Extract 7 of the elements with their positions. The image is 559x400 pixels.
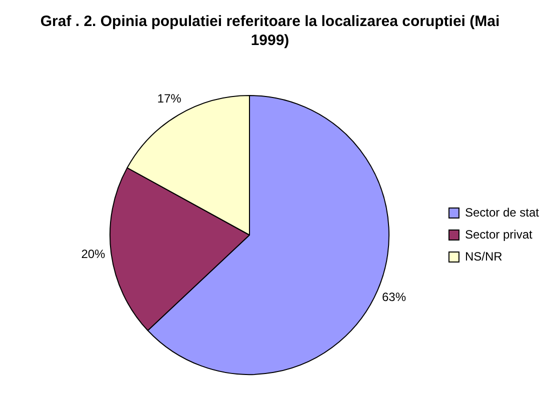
legend-label: Sector de stat bbox=[464, 205, 540, 220]
chart-title: Graf . 2. Opinia populatiei referitoare la localizarea coruptiei (Mai 1999) bbox=[40, 12, 500, 50]
data-label: 63% bbox=[382, 290, 406, 304]
legend-label: NS/NR bbox=[464, 249, 503, 264]
data-label: 17% bbox=[157, 92, 182, 106]
legend-label: Sector privat bbox=[464, 227, 533, 242]
data-label: 20% bbox=[81, 247, 106, 262]
